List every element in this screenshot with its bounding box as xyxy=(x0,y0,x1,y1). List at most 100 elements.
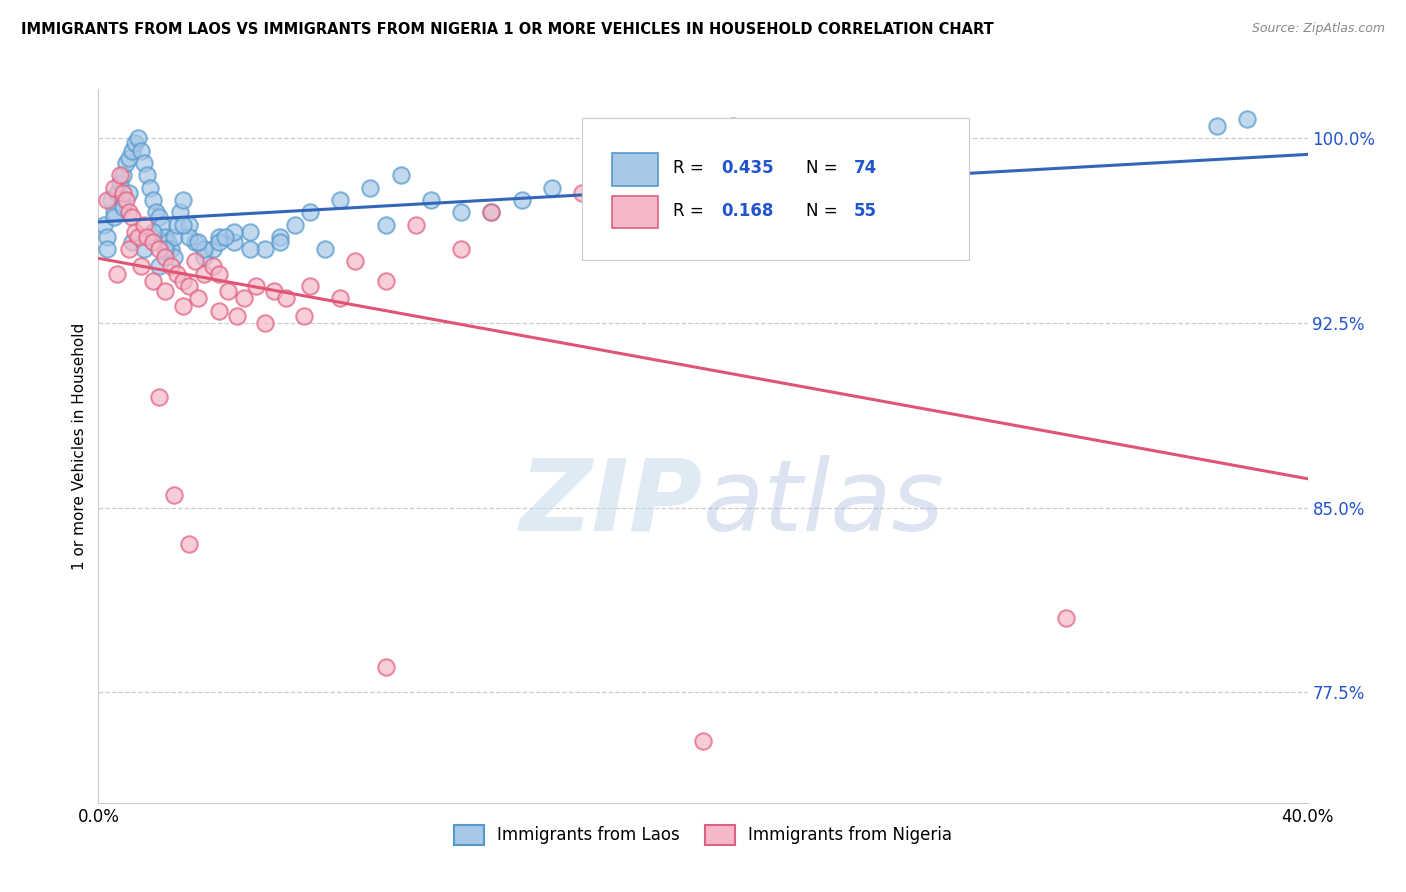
FancyBboxPatch shape xyxy=(582,118,969,260)
Point xyxy=(172,274,194,288)
Point xyxy=(148,260,170,274)
Point xyxy=(163,488,186,502)
Point xyxy=(121,144,143,158)
Point xyxy=(145,205,167,219)
Point xyxy=(374,660,396,674)
Point xyxy=(121,210,143,224)
Point xyxy=(142,225,165,239)
Point xyxy=(329,291,352,305)
Point xyxy=(450,242,472,256)
Point xyxy=(118,242,141,256)
Point xyxy=(142,193,165,207)
Text: N =: N = xyxy=(806,159,842,177)
Point xyxy=(405,218,427,232)
Point xyxy=(169,205,191,219)
Point xyxy=(299,205,322,219)
Point xyxy=(1206,119,1229,133)
Point xyxy=(193,267,215,281)
Point xyxy=(166,267,188,281)
Point xyxy=(105,267,128,281)
Point xyxy=(187,291,209,305)
Point xyxy=(121,235,143,249)
Point xyxy=(232,291,254,305)
Point xyxy=(844,180,866,194)
Point xyxy=(245,279,267,293)
Text: atlas: atlas xyxy=(703,455,945,551)
Point xyxy=(1236,112,1258,126)
Point xyxy=(127,230,149,244)
Point xyxy=(661,169,683,183)
Point xyxy=(132,218,155,232)
Point xyxy=(374,274,396,288)
Point xyxy=(150,218,173,232)
Point xyxy=(187,235,209,249)
Point xyxy=(263,284,285,298)
Point xyxy=(163,230,186,244)
Point xyxy=(153,242,176,256)
Point xyxy=(156,235,179,249)
Point xyxy=(118,151,141,165)
Point xyxy=(105,186,128,200)
Point xyxy=(602,218,624,232)
Point xyxy=(540,180,562,194)
Point xyxy=(108,176,131,190)
Point xyxy=(124,136,146,151)
Text: 0.168: 0.168 xyxy=(721,202,773,219)
Point xyxy=(114,156,136,170)
Point xyxy=(202,242,225,256)
Point xyxy=(179,230,201,244)
Point xyxy=(571,186,593,200)
Point xyxy=(329,193,352,207)
Point xyxy=(208,303,231,318)
Point xyxy=(208,267,231,281)
Point xyxy=(284,218,307,232)
Point xyxy=(269,235,291,249)
Point xyxy=(193,250,215,264)
Point xyxy=(202,260,225,274)
Text: R =: R = xyxy=(672,159,709,177)
Point xyxy=(208,235,231,249)
Point xyxy=(108,169,131,183)
Text: N =: N = xyxy=(806,202,842,219)
Point xyxy=(217,284,239,298)
Point xyxy=(450,205,472,219)
Point xyxy=(481,205,503,219)
Point xyxy=(153,230,176,244)
Point xyxy=(148,210,170,224)
Point xyxy=(103,210,125,224)
Point xyxy=(163,250,186,264)
Point xyxy=(103,205,125,219)
Point xyxy=(253,316,276,330)
Point xyxy=(100,193,122,207)
Point xyxy=(299,279,322,293)
Point xyxy=(135,169,157,183)
Point xyxy=(389,169,412,183)
Point xyxy=(148,390,170,404)
Text: 55: 55 xyxy=(855,202,877,219)
Point xyxy=(166,218,188,232)
Point xyxy=(111,200,134,214)
Point xyxy=(96,242,118,256)
Text: R =: R = xyxy=(672,202,709,219)
Point xyxy=(510,193,533,207)
Point xyxy=(269,230,291,244)
Point xyxy=(723,119,745,133)
Point xyxy=(160,242,183,256)
Point xyxy=(118,205,141,219)
Point xyxy=(193,242,215,256)
Legend: Immigrants from Laos, Immigrants from Nigeria: Immigrants from Laos, Immigrants from Ni… xyxy=(447,818,959,852)
Point xyxy=(124,225,146,239)
Point xyxy=(93,218,115,232)
Point xyxy=(420,193,443,207)
Point xyxy=(752,218,775,232)
Text: IMMIGRANTS FROM LAOS VS IMMIGRANTS FROM NIGERIA 1 OR MORE VEHICLES IN HOUSEHOLD : IMMIGRANTS FROM LAOS VS IMMIGRANTS FROM … xyxy=(21,22,994,37)
Point xyxy=(208,230,231,244)
Point xyxy=(96,230,118,244)
Text: 74: 74 xyxy=(855,159,877,177)
Point xyxy=(129,144,152,158)
Point xyxy=(179,218,201,232)
Point xyxy=(96,193,118,207)
Point xyxy=(239,225,262,239)
Point xyxy=(139,180,162,194)
Point xyxy=(153,250,176,264)
